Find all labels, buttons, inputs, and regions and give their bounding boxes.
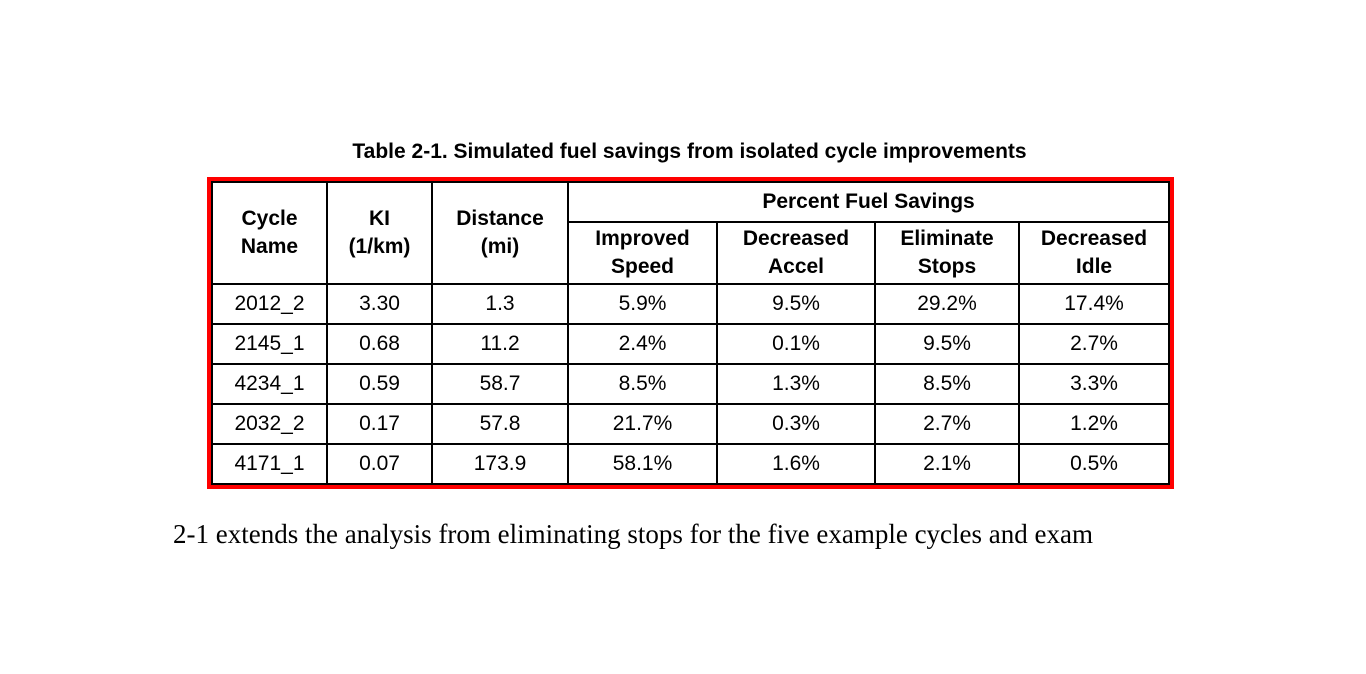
cycle-name-cell: 2145_1 [211,323,328,365]
value-cell: 0.59 [326,363,433,405]
col-header-improved-speed: Improved Speed [567,221,718,285]
table-red-outline: Cycle Name KI (1/km) Distance (mi) Perce… [207,177,1175,489]
value-cell: 0.5% [1017,443,1171,485]
col-header-eliminate-stops: Eliminate Stops [874,221,1020,285]
value-cell: 2.7% [1017,323,1171,365]
body-text: 2-1 extends the analysis from eliminatin… [173,519,1093,549]
value-cell: 58.7 [431,363,569,405]
table-row: 2032_2 0.17 57.8 21.7% 0.3% 2.7% 1.2% [211,403,1171,445]
header-row-top: Cycle Name KI (1/km) Distance (mi) Perce… [211,181,1171,285]
value-cell: 8.5% [567,363,718,405]
value-cell: 1.2% [1017,403,1171,445]
value-cell: 29.2% [874,283,1020,325]
col-header-distance: Distance (mi) [431,181,569,285]
col-header-ki: KI (1/km) [326,181,433,285]
value-cell: 0.07 [326,443,433,485]
value-cell: 9.5% [874,323,1020,365]
value-cell: 21.7% [567,403,718,445]
value-cell: 5.9% [567,283,718,325]
value-cell: 2.1% [874,443,1020,485]
fuel-savings-table: Cycle Name KI (1/km) Distance (mi) Perce… [211,181,1171,485]
value-cell: 9.5% [716,283,876,325]
cycle-name-cell: 2032_2 [211,403,328,445]
table-row: 4171_1 0.07 173.9 58.1% 1.6% 2.1% 0.5% [211,443,1171,485]
value-cell: 2.7% [874,403,1020,445]
table-header: Cycle Name KI (1/km) Distance (mi) Perce… [211,181,1171,285]
value-cell: 1.3 [431,283,569,325]
value-cell: 2.4% [567,323,718,365]
table-body: 2012_2 3.30 1.3 5.9% 9.5% 29.2% 17.4% 2145_1 0.6… [211,283,1171,485]
table-row: 2012_2 3.30 1.3 5.9% 9.5% 29.2% 17.4% [211,283,1171,325]
value-cell: 173.9 [431,443,569,485]
value-cell: 8.5% [874,363,1020,405]
value-cell: 17.4% [1017,283,1171,325]
header-row-sub: Improved Speed Decreased Accel Eliminate… [212,221,1171,285]
value-cell: 0.1% [716,323,876,365]
col-group-header-percent-fuel-savings: Percent Fuel Savings [566,181,1171,223]
table-row: 4234_1 0.59 58.7 8.5% 1.3% 8.5% 3.3% [211,363,1171,405]
value-cell: 0.17 [326,403,433,445]
cycle-name-cell: 4234_1 [211,363,328,405]
value-cell: 1.3% [716,363,876,405]
value-cell: 58.1% [567,443,718,485]
table-row: 2145_1 0.68 11.2 2.4% 0.1% 9.5% 2.7% [211,323,1171,365]
col-header-decreased-accel: Decreased Accel [716,221,876,285]
value-cell: 3.3% [1017,363,1171,405]
col-header-decreased-idle: Decreased Idle [1017,221,1171,285]
col-header-cycle-name: Cycle Name [211,181,328,285]
value-cell: 0.3% [716,403,876,445]
value-cell: 57.8 [431,403,569,445]
value-cell: 1.6% [716,443,876,485]
value-cell: 11.2 [431,323,569,365]
value-cell: 3.30 [326,283,433,325]
cycle-name-cell: 2012_2 [211,283,328,325]
value-cell: 0.68 [326,323,433,365]
table-caption: Table 2-1. Simulated fuel savings from i… [352,140,1027,163]
cycle-name-cell: 4171_1 [211,443,328,485]
